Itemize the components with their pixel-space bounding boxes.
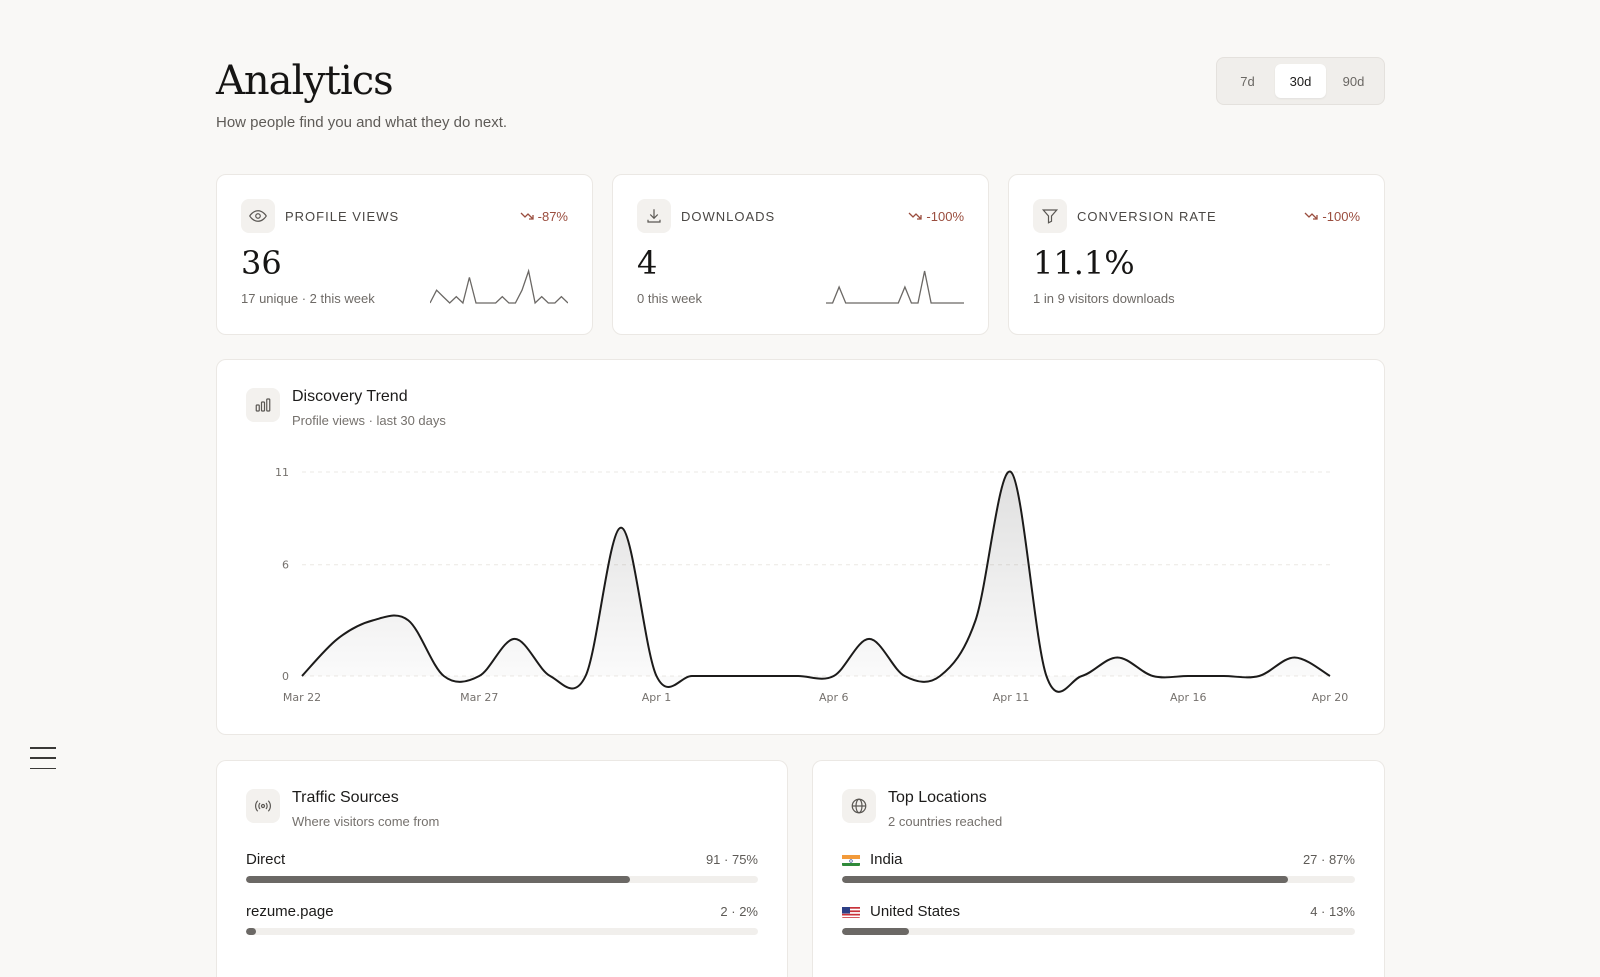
progress-fill [842,876,1289,883]
panel-title: Traffic Sources [292,789,399,806]
progress-track [842,928,1355,935]
progress-track [246,928,758,935]
conversion-rate-card: CONVERSION RATE -100% 11.1% 1 in 9 visit… [1008,174,1385,335]
stat-change-value: -87% [537,208,568,224]
progress-fill [246,876,630,883]
y-tick-label: 11 [275,466,289,479]
list-item: Direct 91 · 75% [246,851,758,883]
broadcast-icon [246,789,280,823]
location-meta: 27 · 87% [1302,852,1355,867]
location-row: United States [842,903,960,920]
x-tick-label: Mar 22 [283,691,321,704]
stat-label: CONVERSION RATE [1077,208,1217,224]
sparkline-path [430,268,568,305]
page-subtitle: How people find you and what they do nex… [216,114,508,131]
list-item: India 27 · 87% [842,851,1355,883]
sparkline-path [826,270,964,304]
stat-sub: 0 this week [637,291,703,306]
globe-icon [842,789,876,823]
panel-title: Top Locations [888,789,987,806]
list-item: United States 4 · 13% [842,903,1355,935]
progress-fill [842,928,909,935]
trend-down-icon [1304,212,1319,220]
location-name: United States [870,903,961,920]
panel-subtitle: Where visitors come from [292,814,440,829]
range-90d-button[interactable]: 90d [1342,73,1365,89]
profile-views-sparkline [430,268,568,305]
traffic-sources-card: Traffic Sources Where visitors come from… [216,760,788,977]
eye-icon [241,199,275,233]
downloads-sparkline [826,270,964,304]
stat-label: DOWNLOADS [681,208,776,224]
list-item: rezume.page 2 · 2% [246,903,758,935]
stat-change-value: -100% [926,208,964,224]
stat-change: -87% [520,209,568,224]
series-area [302,471,1330,692]
location-meta: 4 · 13% [1310,904,1355,919]
page-header: Analytics How people find you and what t… [216,58,507,131]
x-tick-label: Apr 1 [642,691,672,704]
range-7d-button[interactable]: 7d [1240,73,1255,89]
us-flag-icon [842,906,860,918]
india-flag-icon [842,854,860,866]
stat-value: 36 [241,244,282,282]
panel-subtitle: Profile views · last 30 days [292,413,446,428]
panel-subtitle: 2 countries reached [888,814,1003,829]
progress-track [246,876,758,883]
menu-icon[interactable] [30,747,60,769]
download-icon [637,199,671,233]
stat-label: PROFILE VIEWS [285,208,400,224]
profile-views-card: PROFILE VIEWS -87% 36 17 unique · 2 this… [216,174,593,335]
panel-title: Discovery Trend [292,388,408,405]
y-tick-label: 6 [282,559,289,572]
series-line [301,470,1331,693]
x-tick-label: Apr 16 [1170,691,1207,704]
x-tick-label: Apr 11 [993,691,1030,704]
y-tick-label: 0 [282,670,289,683]
discovery-trend-chart: 0 6 11 Mar 22 Mar 27 Apr 1 Apr 6 Apr 11 Apr 16 Ap… [275,466,1349,704]
trend-down-icon [520,212,534,220]
x-tick-label: Mar 27 [460,691,498,704]
stat-sub: 1 in 9 visitors downloads [1033,291,1175,306]
bar-chart-icon [246,388,280,422]
stat-change: -100% [908,209,964,224]
stat-value: 11.1% [1033,244,1135,282]
range-30d-button[interactable]: 30d [1275,64,1326,98]
progress-track [842,876,1355,883]
discovery-trend-card: 0 6 11 Mar 22 Mar 27 Apr 1 Apr 6 Apr 11 Apr 16 Ap… [216,359,1385,735]
trend-down-icon [908,212,923,220]
downloads-card: DOWNLOADS -100% 4 0 this week [612,174,989,335]
progress-fill [246,928,257,935]
stat-change: -100% [1304,209,1360,224]
source-name: rezume.page [246,903,334,920]
stat-change-value: -100% [1322,208,1360,224]
source-meta: 2 · 2% [720,904,758,919]
location-row: India [842,851,903,868]
top-locations-card: Top Locations 2 countries reached India … [812,760,1385,977]
stat-value: 4 [637,244,658,282]
source-name: Direct [246,851,286,868]
page-title: Analytics [216,58,394,104]
x-tick-label: Apr 20 [1312,691,1349,704]
stat-sub: 17 unique · 2 this week [241,291,375,306]
x-tick-label: Apr 6 [819,691,849,704]
source-meta: 91 · 75% [705,852,758,867]
location-name: India [870,851,903,868]
funnel-icon [1033,199,1067,233]
range-toggle: 7d 30d 90d [1216,57,1385,105]
